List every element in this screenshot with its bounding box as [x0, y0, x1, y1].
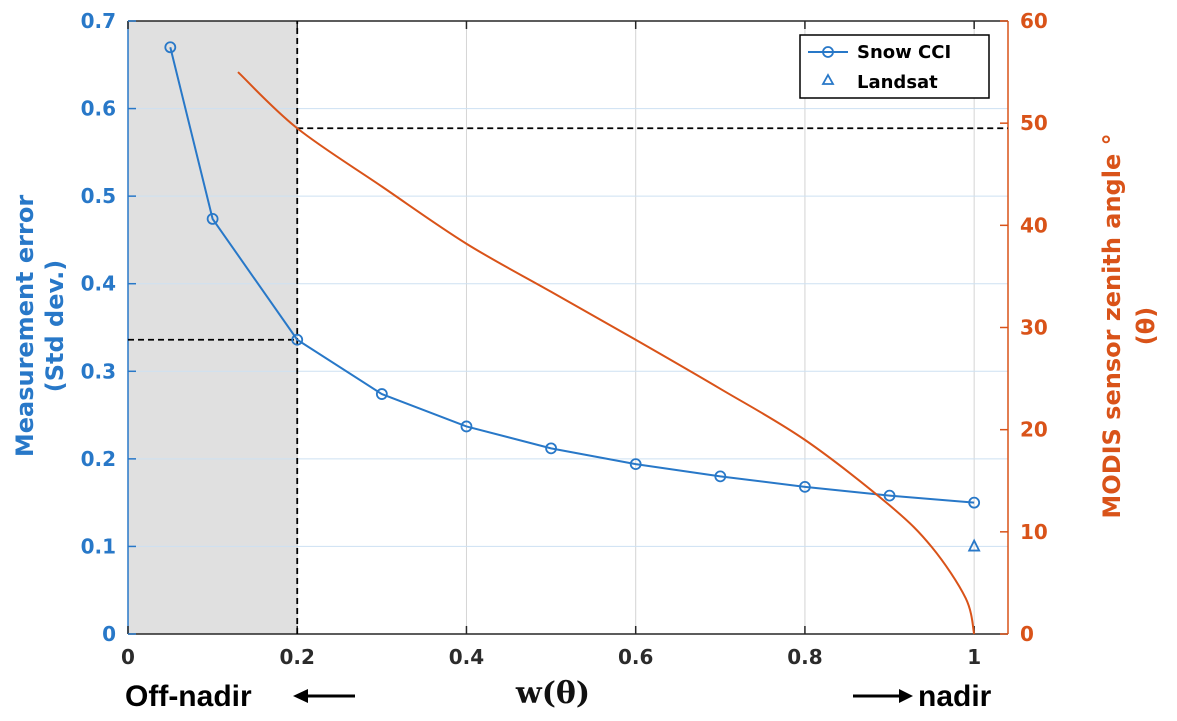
x-tick-label-0: 0: [121, 645, 135, 669]
right-y-axis-label: MODIS sensor zenith angle ° (θ): [1098, 133, 1160, 518]
x-tick-label-4: 0.8: [787, 645, 822, 669]
data-point-snow-cci-4: [460, 420, 473, 433]
y-right-tick-label-3: 30: [1020, 316, 1048, 340]
y-left-tick-label-6: 0.6: [81, 97, 116, 121]
x-tick-label-2: 0.4: [449, 645, 484, 669]
data-point-snow-cci-8: [799, 480, 811, 493]
y-left-tick-label-4: 0.4: [81, 272, 116, 296]
data-point-snow-cci-7: [714, 470, 727, 483]
left-y-axis-label-line-1: Measurement error: [11, 195, 39, 457]
data-point-snow-cci-6: [629, 458, 642, 471]
y-left-tick-label-2: 0.2: [81, 447, 116, 471]
right-y-axis-label-line-2: (θ): [1132, 307, 1160, 345]
data-point-snow-cci-0: [164, 41, 177, 54]
legend-label-landsat: Landsat: [857, 72, 938, 93]
off-nadir-annotation: Off-nadir: [125, 680, 355, 713]
y-right-tick-label-1: 10: [1020, 520, 1048, 544]
legend-box: [799, 34, 990, 99]
data-point-snow-cci-10: [968, 496, 981, 509]
left-y-axis-label-line-2: (Std dev.): [41, 260, 69, 393]
x-tick-label-3: 0.6: [618, 645, 653, 669]
right-arrow-icon: [899, 689, 913, 703]
y-left-tick-label-1: 0.1: [81, 534, 116, 558]
data-point-snow-cci-3: [375, 388, 388, 400]
y-left-tick-label-3: 0.3: [81, 359, 116, 383]
x-tick-label-5: 1: [967, 645, 981, 669]
y-left-tick-label-7: 0.7: [81, 9, 116, 33]
legend: Snow CCI Landsat: [799, 34, 990, 99]
x-tick-label-1: 0.2: [280, 645, 315, 669]
data-point-snow-cci-5: [545, 442, 557, 455]
shaded-off-nadir-region: [128, 21, 298, 634]
y-right-tick-label-2: 20: [1020, 418, 1048, 442]
y-right-tick-label-0: 0: [1020, 622, 1034, 646]
series-line-zenith-angle: [237, 71, 976, 635]
legend-label-snow-cci: Snow CCI: [857, 42, 951, 63]
y-left-tick-label-0: 0: [102, 622, 116, 646]
left-arrow-icon: [293, 689, 308, 703]
series-line-snow-cci: [169, 47, 975, 504]
y-left-tick-label-5: 0.5: [81, 184, 116, 208]
data-point-snow-cci-1: [206, 213, 219, 225]
nadir-annotation: nadir: [853, 680, 992, 713]
nadir-label: nadir: [918, 680, 992, 713]
plot-area: 0 0.2 0.4 0.6 0.8 100.10.20.30.40.50.60.70102…: [81, 9, 1048, 669]
legend-swatch-landsat-marker: [821, 73, 835, 85]
y-right-tick-label-6: 60: [1020, 9, 1048, 33]
data-point-landsat-0: [967, 538, 981, 552]
y-right-tick-label-4: 40: [1020, 213, 1048, 237]
data-point-snow-cci-2: [291, 333, 304, 346]
legend-swatch-snow-cci-marker: [822, 46, 834, 58]
left-y-axis-label: Measurement error (Std dev.): [11, 195, 69, 457]
off-nadir-label: Off-nadir: [125, 680, 252, 713]
right-y-axis-label-line-1: MODIS sensor zenith angle °: [1098, 133, 1126, 518]
x-axis-label: w(θ): [515, 676, 590, 711]
y-right-tick-label-5: 50: [1020, 111, 1048, 135]
data-point-snow-cci-9: [883, 489, 896, 502]
